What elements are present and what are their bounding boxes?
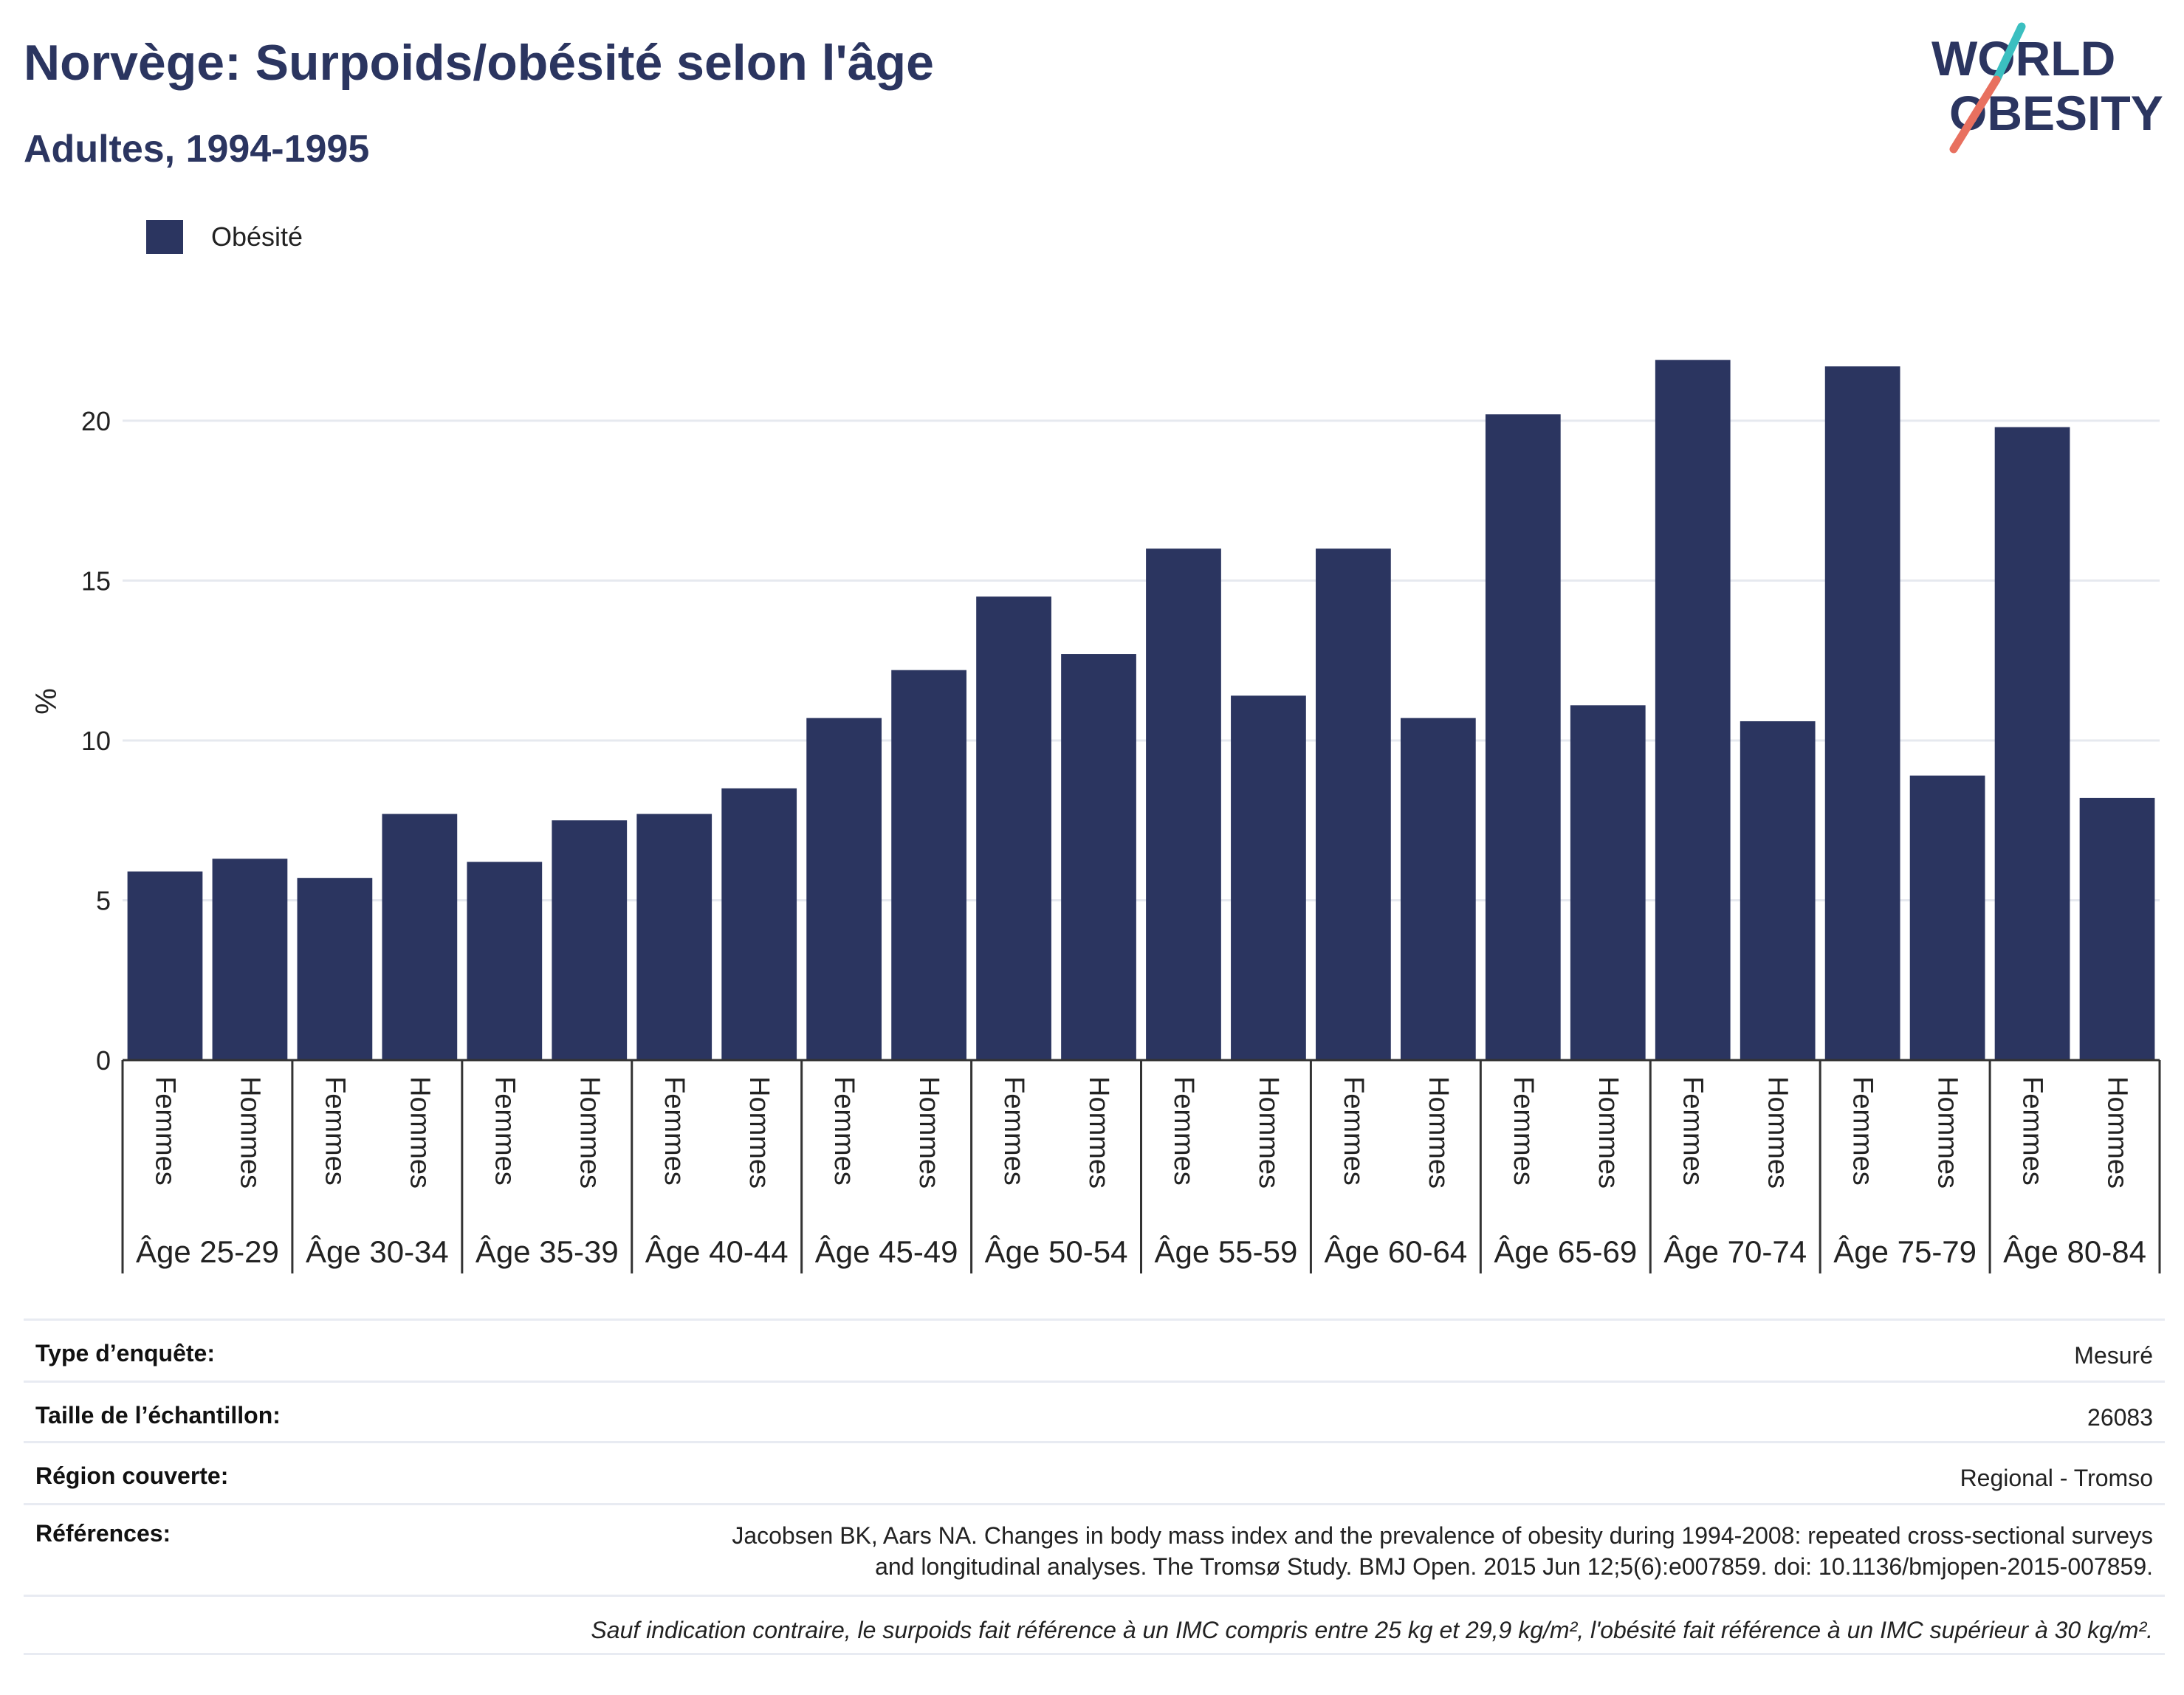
y-tick-label: 5 (96, 885, 111, 915)
legend-label: Obésité (211, 221, 303, 252)
x-sub-label: Femmes (1508, 1076, 1539, 1186)
x-sub-label: Hommes (1593, 1076, 1624, 1189)
sample-size-row: Taille de l’échantillon: 26083 (24, 1381, 2165, 1441)
bar-Âge-60-64-Femmes[interactable] (1316, 549, 1391, 1060)
y-axis-label: % (30, 688, 63, 715)
region-label: Région couverte: (35, 1462, 229, 1489)
x-sub-label: Femmes (998, 1076, 1029, 1186)
x-group-label: Âge 40-44 (645, 1234, 789, 1269)
x-sub-label: Femmes (1847, 1076, 1878, 1186)
legend[interactable]: Obésité (146, 220, 303, 254)
x-sub-label: Hommes (234, 1076, 265, 1189)
references-value: Jacobsen BK, Aars NA. Changes in body ma… (732, 1520, 2153, 1582)
x-group-label: Âge 50-54 (985, 1234, 1128, 1269)
y-tick-label: 15 (81, 565, 111, 596)
logo-text-world: WORLD (1931, 31, 2115, 86)
x-sub-label: Hommes (913, 1076, 944, 1189)
axes: 0 5 10 15 20 Femmes Hommes Femmes Hommes Femmes Ho… (81, 406, 2161, 1273)
logo-slash-teal (1992, 22, 2026, 84)
x-sub-label: Hommes (404, 1076, 435, 1189)
x-sub-label: Hommes (744, 1076, 775, 1189)
bar-Âge-40-44-Hommes[interactable] (721, 788, 797, 1060)
region-row: Région couverte: Regional - Tromso (24, 1441, 2165, 1503)
references-row: Références: Jacobsen BK, Aars NA. Change… (24, 1503, 2165, 1595)
x-sub-label: Femmes (828, 1076, 859, 1186)
bar-Âge-80-84-Femmes[interactable] (1994, 427, 2070, 1060)
sample-size-label: Taille de l’échantillon: (35, 1402, 281, 1428)
x-sub-label: Hommes (1932, 1076, 1963, 1189)
bar-Âge-80-84-Hommes[interactable] (2079, 797, 2155, 1060)
bar-Âge-60-64-Hommes[interactable] (1400, 718, 1476, 1060)
legend-swatch (146, 220, 183, 254)
bar-Âge-30-34-Femmes[interactable] (297, 878, 373, 1060)
logo-slash-coral (1949, 75, 2001, 154)
bar-Âge-30-34-Hommes[interactable] (382, 814, 458, 1060)
survey-type-row: Type d’enquête: Mesuré (24, 1318, 2165, 1381)
x-sub-label: Femmes (1338, 1076, 1369, 1186)
x-group-label: Âge 70-74 (1663, 1234, 1807, 1269)
x-sub-label: Hommes (1253, 1076, 1284, 1189)
bars (127, 360, 2155, 1061)
x-group-label: Âge 75-79 (1833, 1234, 1977, 1269)
references-line-1: Jacobsen BK, Aars NA. Changes in body ma… (732, 1522, 2153, 1549)
survey-metadata: Type d’enquête: Mesuré Taille de l’échan… (24, 1318, 2165, 1655)
bar-Âge-70-74-Hommes[interactable] (1740, 721, 1816, 1060)
x-sub-label: Hommes (1083, 1076, 1114, 1189)
x-sub-label: Femmes (319, 1076, 350, 1186)
bar-Âge-55-59-Femmes[interactable] (1146, 549, 1221, 1060)
bar-Âge-50-54-Hommes[interactable] (1061, 654, 1136, 1060)
x-group-label: Âge 25-29 (136, 1234, 279, 1269)
x-sub-label: Femmes (1678, 1076, 1709, 1186)
references-label: Références: (35, 1520, 171, 1547)
y-tick-label: 20 (81, 406, 111, 436)
bar-Âge-70-74-Femmes[interactable] (1655, 360, 1731, 1061)
bar-Âge-50-54-Femmes[interactable] (976, 596, 1051, 1060)
bar-chart: 0 5 10 15 20 Femmes Hommes Femmes Hommes Femmes Ho… (30, 360, 2161, 1273)
bar-Âge-25-29-Hommes[interactable] (212, 859, 288, 1060)
y-tick-label: 10 (81, 726, 111, 756)
world-obesity-logo: WORLD OBESITY (1931, 22, 2163, 154)
bar-Âge-75-79-Hommes[interactable] (1909, 775, 1985, 1060)
definition-note: Sauf indication contraire, le surpoids f… (591, 1617, 2153, 1643)
references-line-2: and longitudinal analyses. The Tromsø St… (875, 1553, 2153, 1580)
x-group-label: Âge 35-39 (475, 1234, 619, 1269)
grid-lines (123, 419, 2160, 901)
x-group-label: Âge 60-64 (1324, 1234, 1467, 1269)
x-group-label: Âge 45-49 (815, 1234, 958, 1269)
bar-Âge-35-39-Hommes[interactable] (552, 820, 628, 1060)
survey-type-value: Mesuré (2074, 1342, 2153, 1369)
x-sub-label: Hommes (1762, 1076, 1793, 1189)
x-sub-label: Hommes (574, 1076, 605, 1189)
bar-Âge-65-69-Hommes[interactable] (1570, 705, 1646, 1060)
bar-Âge-65-69-Femmes[interactable] (1485, 414, 1561, 1060)
x-sub-label: Femmes (489, 1076, 520, 1186)
chart-title: Norvège: Surpoids/obésité selon l'âge (24, 35, 934, 91)
x-sub-label: Hommes (1423, 1076, 1454, 1189)
bar-Âge-40-44-Femmes[interactable] (636, 814, 712, 1060)
bar-Âge-55-59-Hommes[interactable] (1231, 695, 1306, 1060)
x-sub-label: Femmes (2017, 1076, 2048, 1186)
x-group-label: Âge 55-59 (1155, 1234, 1298, 1269)
x-sub-label: Femmes (659, 1076, 690, 1186)
x-sub-label: Hommes (2102, 1076, 2133, 1189)
bar-Âge-45-49-Femmes[interactable] (806, 718, 882, 1060)
bar-Âge-45-49-Hommes[interactable] (891, 670, 966, 1060)
bar-Âge-75-79-Femmes[interactable] (1824, 366, 1900, 1060)
x-group-label: Âge 30-34 (306, 1234, 449, 1269)
survey-type-label: Type d’enquête: (35, 1340, 215, 1366)
note-row: Sauf indication contraire, le surpoids f… (24, 1595, 2165, 1655)
bar-Âge-35-39-Femmes[interactable] (467, 862, 543, 1060)
x-group-label: Âge 80-84 (2003, 1234, 2146, 1269)
chart-subtitle: Adultes, 1994-1995 (24, 128, 370, 171)
y-tick-label: 0 (96, 1045, 111, 1076)
region-value: Regional - Tromso (1960, 1465, 2153, 1491)
x-sub-label: Femmes (1168, 1076, 1199, 1186)
x-sub-label: Femmes (149, 1076, 180, 1186)
x-group-label: Âge 65-69 (1494, 1234, 1637, 1269)
sample-size-value: 26083 (2087, 1404, 2153, 1431)
bar-Âge-25-29-Femmes[interactable] (127, 871, 203, 1060)
